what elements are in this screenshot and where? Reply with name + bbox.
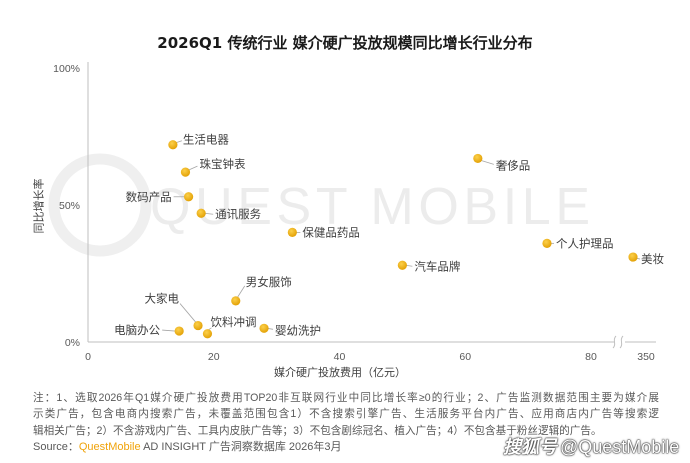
x-tick-label: 60 — [459, 351, 471, 363]
point-label: 美妆 — [641, 252, 664, 266]
source-line: Source：QuestMobile AD INSIGHT 广告洞察数据库 20… — [33, 439, 342, 455]
leader-line — [188, 165, 198, 171]
y-tick-label: 0% — [65, 337, 80, 349]
scatter-point — [174, 326, 184, 336]
sohu-watermark: 搜狐号 @QuestMobile — [503, 436, 679, 458]
scatter-point — [193, 320, 203, 331]
axis-break-gap — [614, 336, 625, 348]
axis-break-stroke — [612, 335, 617, 349]
footnote-line: 辑相关广告；2）不含游戏内广告、工具内皮肤广告等；3）不包含剧综冠名、植入广告；… — [33, 424, 602, 437]
scatter-point — [628, 252, 638, 262]
sohu-handle: @QuestMobile — [560, 437, 680, 457]
x-tick-label: 350 — [637, 351, 655, 363]
point-label: 汽车品牌 — [414, 259, 460, 273]
scatter-point — [287, 227, 297, 237]
chart-title: 2026Q1 传统行业 媒介硬广投放规模同比增长行业分布 — [157, 34, 532, 52]
point-label: 电脑办公 — [114, 323, 160, 337]
x-axis-ticks: 0 20 40 60 80 350 — [85, 351, 655, 363]
leader-line — [162, 329, 176, 332]
y-axis-ticks: 100% 50% 0% — [53, 63, 80, 349]
point-label: 通讯服务 — [215, 207, 261, 221]
scatter-point — [180, 167, 191, 177]
leader-line — [480, 160, 494, 165]
scatter-point — [231, 296, 241, 306]
source-text: AD INSIGHT 广告洞察数据库 2026年3月 — [140, 441, 342, 453]
point-label: 珠宝钟表 — [199, 157, 245, 171]
data-points — [168, 140, 638, 339]
watermark-text: QUEST MOBILE — [150, 178, 590, 236]
scatter-point — [196, 208, 206, 218]
scatter-point — [473, 153, 483, 164]
point-label: 饮料冲调 — [210, 315, 256, 329]
scatter-point — [397, 260, 407, 270]
point-label: 保健品药品 — [302, 225, 360, 239]
point-label: 男女服饰 — [246, 275, 292, 289]
y-axis-title: 同比增长率 — [32, 179, 46, 234]
footnote-line: 示类广告，包含电商内搜索广告，未覆盖范围包含1）不含搜索引擎广告、生活服务平台内… — [33, 408, 659, 421]
y-tick-label: 50% — [59, 200, 80, 212]
leader-line — [237, 285, 246, 298]
point-label: 婴幼洗护 — [275, 323, 321, 337]
sohu-platform-logo: 搜狐号 — [503, 437, 557, 457]
leader-line — [175, 140, 183, 144]
axis-break-stroke — [619, 335, 624, 349]
point-label: 个人护理品 — [556, 236, 614, 250]
scatter-chart: QUEST MOBILE 2026Q1 传统行业 媒介硬广投放规模同比增长行业分… — [32, 34, 665, 379]
scatter-point — [542, 238, 552, 248]
scatter-point — [168, 140, 178, 150]
scatter-point — [259, 323, 269, 333]
x-tick-label: 40 — [334, 351, 346, 363]
y-tick-label: 100% — [53, 63, 80, 75]
source-brand: QuestMobile — [78, 441, 141, 453]
scatter-point — [202, 329, 213, 339]
footnote: 注：1、选取2026年Q1媒介硬广投放费用TOP20非互联网行业中同比增长率≥0… — [33, 390, 659, 439]
x-tick-label: 0 — [85, 351, 91, 363]
x-tick-label: 20 — [208, 351, 220, 363]
x-axis-title: 媒介硬广投放费用（亿元） — [274, 365, 406, 379]
x-axis-break-mark — [612, 335, 625, 349]
footnote-line: 注：1、选取2026年Q1媒介硬广投放费用TOP20非互联网行业中同比增长率≥0… — [33, 392, 659, 404]
point-label: 大家电 — [145, 292, 180, 306]
point-label: 奢侈品 — [496, 158, 531, 172]
point-label: 生活电器 — [183, 133, 229, 147]
source-prefix: Source： — [33, 441, 79, 453]
watermark-layer: QUEST MOBILE — [48, 153, 590, 257]
leader-line — [179, 303, 197, 323]
point-label: 数码产品 — [126, 190, 172, 204]
questmobile-logo-icon — [48, 153, 152, 257]
scatter-point — [184, 192, 194, 202]
x-tick-label: 80 — [585, 351, 597, 363]
